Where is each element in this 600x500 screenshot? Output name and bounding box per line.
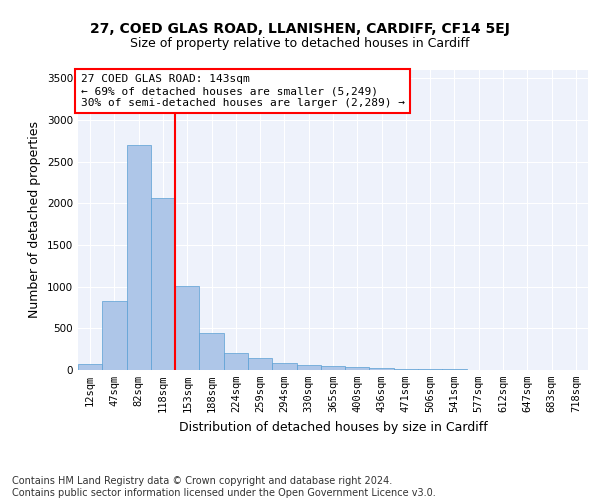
Text: Contains HM Land Registry data © Crown copyright and database right 2024.
Contai: Contains HM Land Registry data © Crown c… xyxy=(12,476,436,498)
Bar xyxy=(321,366,345,370)
Bar xyxy=(78,364,102,370)
Text: 27, COED GLAS ROAD, LLANISHEN, CARDIFF, CF14 5EJ: 27, COED GLAS ROAD, LLANISHEN, CARDIFF, … xyxy=(90,22,510,36)
Text: Size of property relative to detached houses in Cardiff: Size of property relative to detached ho… xyxy=(130,38,470,51)
Text: 27 COED GLAS ROAD: 143sqm
← 69% of detached houses are smaller (5,249)
30% of se: 27 COED GLAS ROAD: 143sqm ← 69% of detac… xyxy=(80,74,404,108)
Bar xyxy=(127,145,151,370)
Bar xyxy=(151,198,175,370)
Bar xyxy=(418,369,442,370)
Bar xyxy=(175,286,199,370)
Bar xyxy=(370,368,394,370)
X-axis label: Distribution of detached houses by size in Cardiff: Distribution of detached houses by size … xyxy=(179,420,487,434)
Bar xyxy=(345,367,370,370)
Y-axis label: Number of detached properties: Number of detached properties xyxy=(28,122,41,318)
Bar xyxy=(296,365,321,370)
Bar xyxy=(248,358,272,370)
Bar xyxy=(224,352,248,370)
Bar xyxy=(102,301,127,370)
Bar xyxy=(394,369,418,370)
Bar xyxy=(199,332,224,370)
Bar xyxy=(272,364,296,370)
